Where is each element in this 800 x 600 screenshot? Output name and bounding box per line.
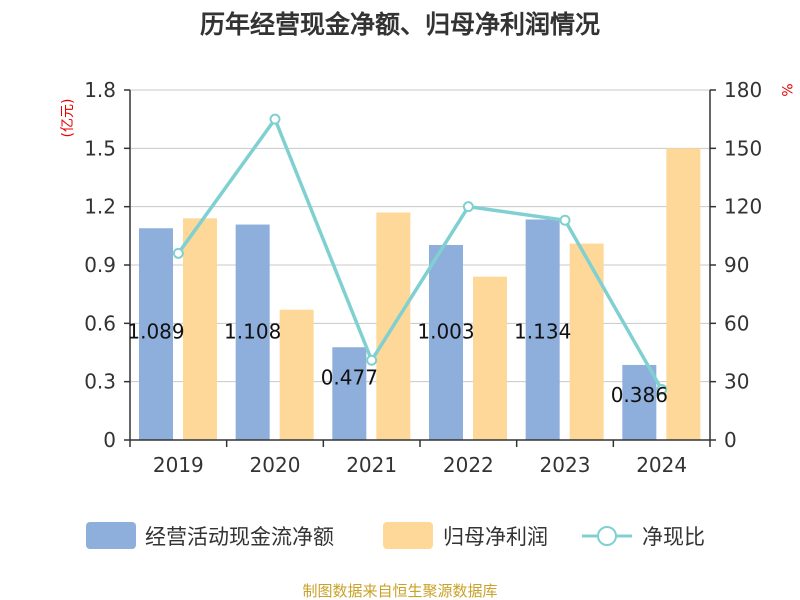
legend: 经营活动现金流净额 归母净利润 净现比 [86,522,705,549]
right-tick-label: 60 [724,311,749,335]
legend-label-operating-cashflow: 经营活动现金流净额 [145,525,334,549]
legend-label-net-profit: 归母净利润 [443,525,548,549]
bar-operating-cashflow [235,224,270,440]
bar-operating-cashflow [332,347,367,440]
legend-swatch-operating-cashflow [86,522,136,549]
bars [139,148,701,441]
bar-operating-cashflow [429,244,463,440]
source-note: 制图数据来自恒生聚源数据库 [302,582,497,600]
x-tick-label: 2019 [153,453,204,477]
bar-net-profit [666,148,701,441]
left-tick-label: 1.5 [84,136,116,160]
ratio-point [559,214,571,226]
chart-title: 历年经营现金净额、归母净利润情况 [200,10,600,39]
ratio-line [172,113,668,395]
right-tick-label: 120 [724,195,762,219]
right-tick-label: 150 [724,136,762,160]
data-label-operating-cashflow: 1.134 [514,319,571,343]
left-tick-label: 1.8 [84,78,116,102]
bar-operating-cashflow [622,364,657,440]
right-tick-label: 180 [724,78,762,102]
left-tick-label: 0.6 [84,311,116,335]
bar-operating-cashflow [525,219,560,440]
bar-net-profit [473,276,507,440]
ratio-point [269,113,281,125]
right-tick-label: 30 [724,370,749,394]
right-axis-unit: % [778,83,794,96]
ratio-point [366,354,378,366]
ratio-point [656,383,668,395]
legend-label-ratio: 净现比 [642,525,705,549]
data-label-operating-cashflow: 0.477 [321,365,378,389]
x-tick-label: 2021 [346,453,397,477]
x-tick-label: 2023 [540,453,591,477]
ratio-line-path [176,117,664,391]
data-label-operating-cashflow: 1.003 [417,319,474,343]
left-tick-label: 0.9 [84,253,116,277]
data-labels: 1.089 1.108 0.477 1.003 1.134 0.386 [127,319,668,407]
ratio-point [172,247,184,259]
ratio-point [462,201,474,213]
left-axis-unit: (亿元) [60,99,76,138]
x-tick-label: 2022 [443,453,494,477]
right-tick-label: 0 [724,428,737,452]
x-tick-label: 2020 [250,453,301,477]
bar-net-profit [183,218,217,440]
left-tick-label: 0 [103,428,116,452]
legend-swatch-net-profit [383,522,433,549]
left-tick-label: 1.2 [84,195,116,219]
bar-net-profit [569,243,604,440]
x-tick-label: 2024 [636,453,687,477]
data-label-operating-cashflow: 0.386 [611,383,668,407]
axis-ticks: 0 0.3 0.6 0.9 1.2 1.5 1.8 0 30 60 90 120 150 180 2019 2… [84,78,762,477]
bar-operating-cashflow [139,228,173,440]
right-tick-label: 90 [724,253,749,277]
data-label-operating-cashflow: 1.089 [127,319,184,343]
legend-marker-ratio [597,526,617,546]
left-tick-label: 0.3 [84,370,116,394]
grid [130,89,710,383]
bar-net-profit [279,309,314,440]
data-label-operating-cashflow: 1.108 [224,319,281,343]
